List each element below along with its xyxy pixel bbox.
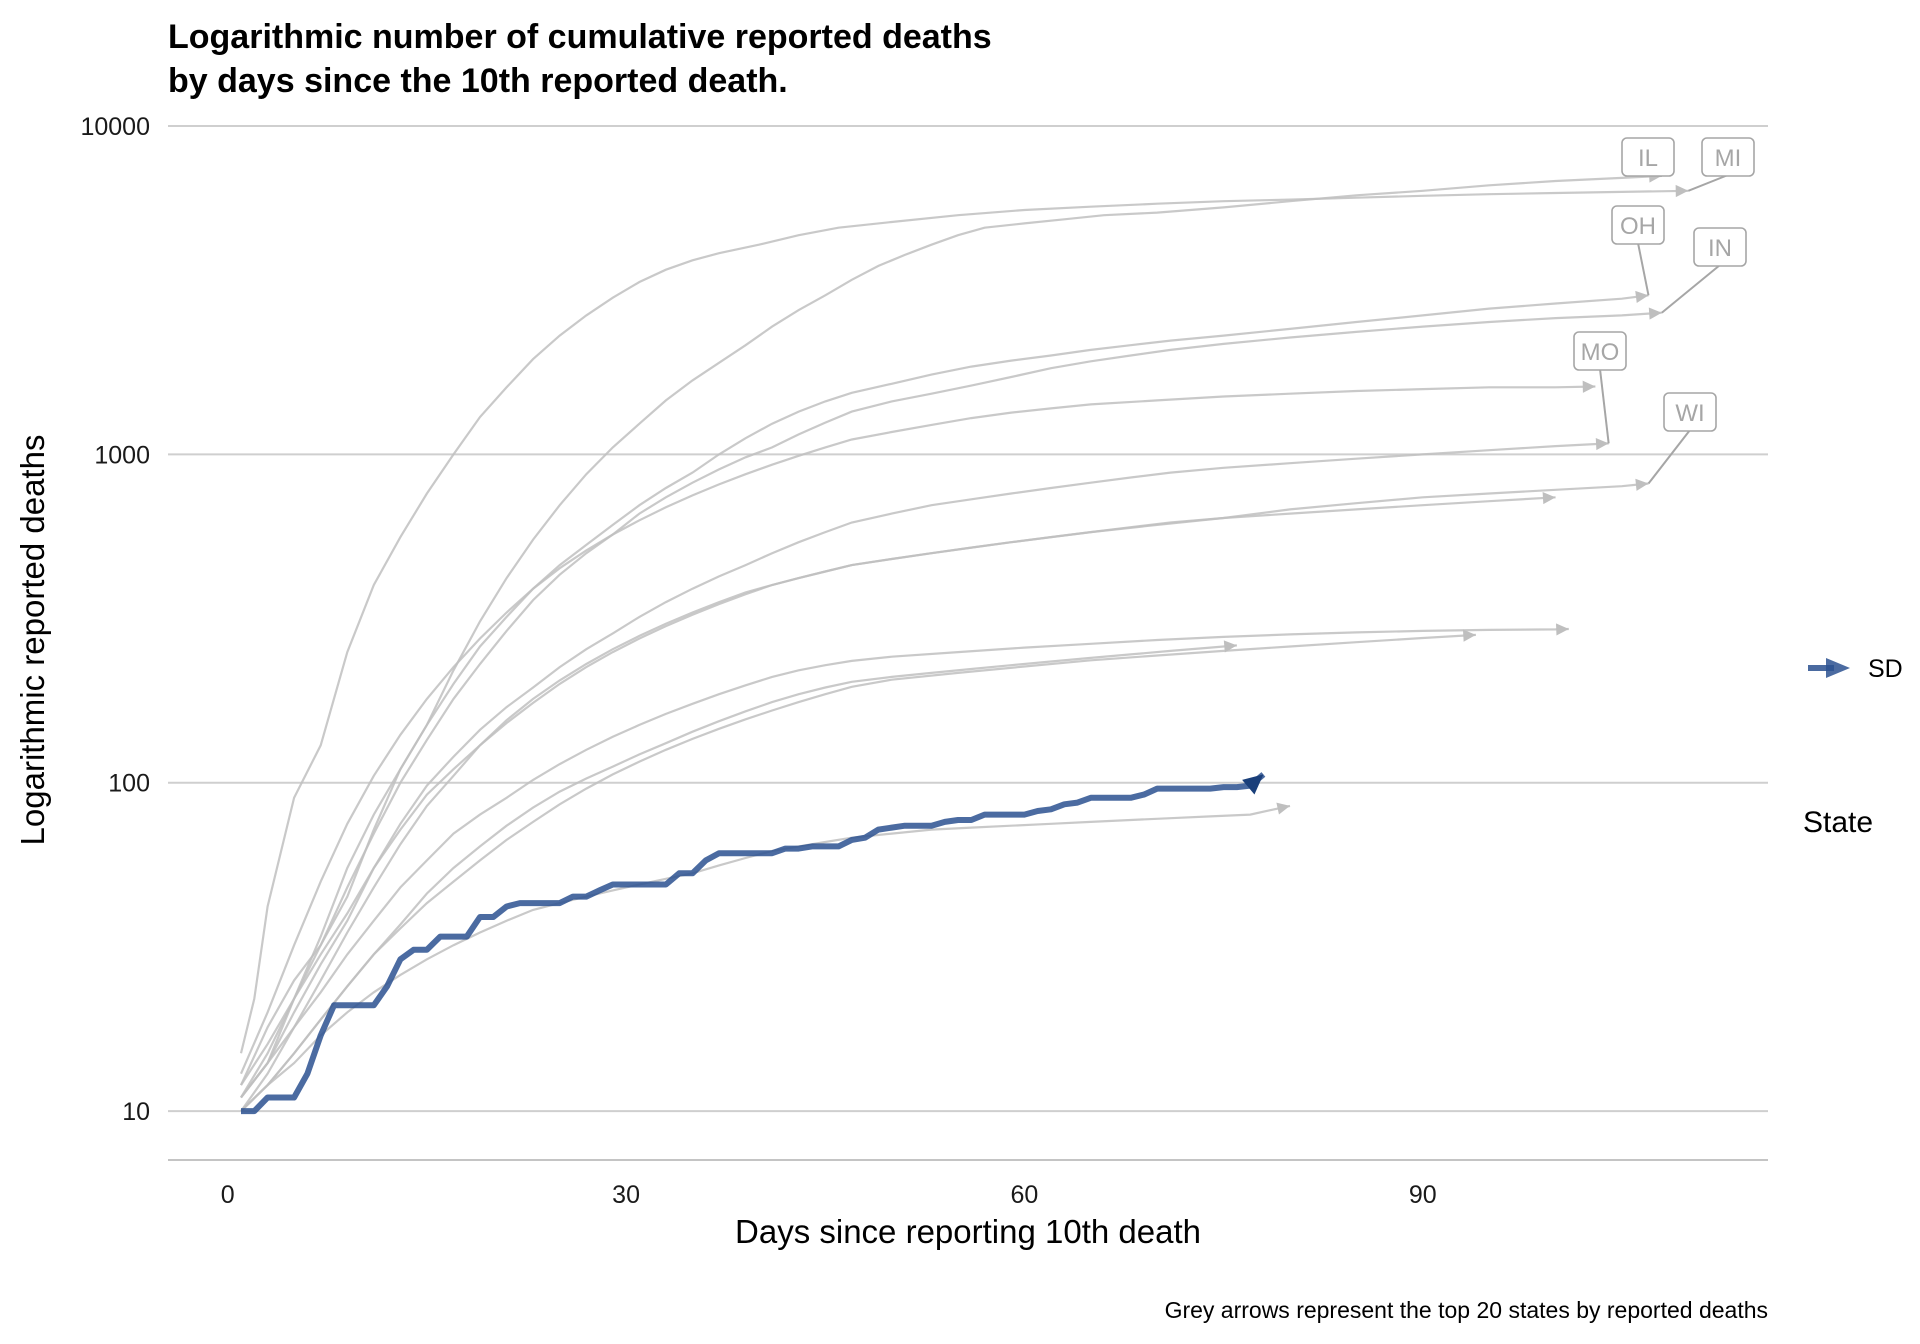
x-axis-title: Days since reporting 10th death bbox=[735, 1213, 1201, 1250]
state-line bbox=[240, 644, 1237, 1112]
state-label-text: IN bbox=[1708, 235, 1732, 262]
state-label-text: WI bbox=[1675, 400, 1704, 427]
state-arrowhead bbox=[1542, 491, 1556, 505]
y-axis-title: Logarithmic reported deaths bbox=[14, 435, 51, 846]
state-arrowhead bbox=[1675, 184, 1689, 198]
state-label-oh: OH bbox=[1611, 205, 1665, 296]
state-label-in: IN bbox=[1661, 227, 1747, 314]
state-line bbox=[240, 633, 1476, 1112]
legend-key-arrowhead bbox=[1826, 658, 1850, 678]
legend-label-sd: SD bbox=[1868, 655, 1903, 683]
highlight-series bbox=[241, 772, 1266, 1115]
state-label-leader bbox=[1687, 174, 1729, 192]
gridlines bbox=[168, 125, 1768, 1113]
state-label-text: IL bbox=[1638, 145, 1658, 172]
state-arrowhead bbox=[1635, 478, 1649, 491]
state-line-in bbox=[240, 311, 1662, 1099]
y-tick-label: 10000 bbox=[80, 113, 150, 141]
state-label-mi: MI bbox=[1687, 137, 1755, 192]
y-tick-label: 10 bbox=[122, 1098, 150, 1126]
state-line-mo bbox=[240, 442, 1609, 1099]
state-label-box bbox=[1573, 331, 1627, 371]
legend-key-sd bbox=[1808, 658, 1850, 678]
state-label-text: OH bbox=[1620, 213, 1656, 240]
sd-line bbox=[241, 772, 1266, 1115]
y-axis-ticks: 10 100 1000 10000 bbox=[80, 113, 150, 1126]
x-axis-ticks: 0 30 60 90 bbox=[221, 1181, 1437, 1209]
x-tick-label: 0 bbox=[221, 1181, 235, 1209]
state-label-leader bbox=[1661, 264, 1721, 314]
sd-arrowhead bbox=[1242, 774, 1264, 795]
chart-title-line-2: by days since the 10th reported death. bbox=[168, 62, 788, 100]
state-arrowhead bbox=[1635, 290, 1649, 303]
state-label-box bbox=[1611, 205, 1665, 245]
state-label-box bbox=[1621, 137, 1675, 177]
state-arrowhead bbox=[1595, 437, 1609, 451]
state-arrowhead bbox=[1556, 623, 1569, 636]
state-label-box bbox=[1701, 137, 1755, 177]
state-arrowhead bbox=[1462, 629, 1476, 642]
state-label-leader bbox=[1599, 368, 1610, 444]
state-line-mi bbox=[239, 189, 1689, 1054]
y-tick-label: 100 bbox=[108, 770, 150, 798]
y-tick-label: 1000 bbox=[94, 441, 150, 469]
state-label-leader bbox=[1637, 242, 1650, 296]
state-label-wi: WI bbox=[1647, 392, 1717, 485]
state-label-mo: MO bbox=[1573, 331, 1627, 444]
chart-caption: Grey arrows represent the top 20 states … bbox=[1165, 1297, 1768, 1323]
state-arrowhead bbox=[1648, 307, 1662, 320]
state-label-text: MI bbox=[1715, 145, 1742, 172]
chart-title-line-1: Logarithmic number of cumulative reporte… bbox=[168, 18, 992, 56]
x-tick-label: 60 bbox=[1011, 1181, 1039, 1209]
state-line-oh bbox=[240, 294, 1649, 1099]
legend: State SD bbox=[1803, 655, 1903, 839]
state-line bbox=[239, 385, 1596, 1075]
state-label-text: MO bbox=[1581, 339, 1620, 366]
state-label-leader bbox=[1647, 429, 1691, 485]
state-arrowhead bbox=[1582, 380, 1596, 393]
state-line bbox=[240, 627, 1569, 1099]
state-label-box bbox=[1693, 227, 1747, 267]
state-label-il: IL bbox=[1621, 137, 1675, 177]
x-tick-label: 30 bbox=[612, 1181, 640, 1209]
state-arrowhead bbox=[1276, 802, 1290, 815]
state-labels: IL MI OH IN MO WI bbox=[1573, 137, 1755, 485]
state-label-box bbox=[1663, 392, 1717, 432]
background-series bbox=[239, 170, 1689, 1112]
x-tick-label: 90 bbox=[1409, 1181, 1437, 1209]
state-arrowhead bbox=[1223, 640, 1237, 653]
state-line bbox=[240, 496, 1556, 1112]
legend-title: State bbox=[1803, 806, 1873, 839]
